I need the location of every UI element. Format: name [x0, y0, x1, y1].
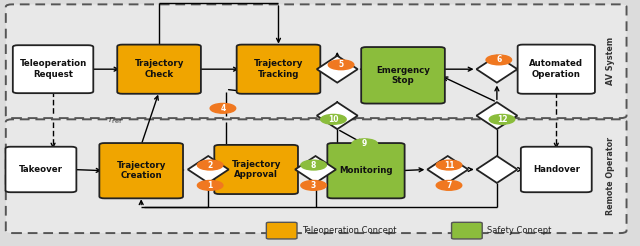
Circle shape	[301, 181, 326, 190]
FancyBboxPatch shape	[117, 45, 201, 94]
Polygon shape	[476, 102, 517, 129]
Text: Monitoring: Monitoring	[339, 166, 393, 175]
FancyBboxPatch shape	[13, 45, 93, 93]
FancyBboxPatch shape	[266, 222, 297, 239]
FancyBboxPatch shape	[327, 143, 404, 198]
Polygon shape	[476, 156, 517, 183]
Circle shape	[489, 114, 515, 124]
Polygon shape	[317, 56, 358, 83]
Text: 3: 3	[311, 181, 316, 190]
Text: Automated
Operation: Automated Operation	[529, 60, 583, 79]
FancyBboxPatch shape	[214, 145, 298, 194]
Text: 12: 12	[497, 115, 508, 124]
FancyBboxPatch shape	[452, 222, 482, 239]
Text: 10: 10	[328, 115, 339, 124]
Text: 2: 2	[207, 161, 212, 169]
Text: Handover: Handover	[532, 165, 580, 174]
Polygon shape	[317, 102, 358, 129]
Circle shape	[301, 160, 326, 170]
Text: 1: 1	[207, 181, 212, 190]
Text: Remote Operator: Remote Operator	[606, 137, 615, 215]
Text: Trajectory
Check: Trajectory Check	[134, 60, 184, 79]
Polygon shape	[295, 156, 336, 183]
Text: Takeover: Takeover	[19, 165, 63, 174]
Circle shape	[210, 103, 236, 113]
Text: Safety Concept: Safety Concept	[487, 226, 552, 235]
Text: 8: 8	[311, 161, 316, 169]
FancyBboxPatch shape	[518, 45, 595, 94]
FancyBboxPatch shape	[237, 45, 320, 94]
Text: Trajectory
Approval: Trajectory Approval	[232, 160, 281, 179]
Text: AV System: AV System	[606, 37, 615, 85]
Text: Teleoperation Concept: Teleoperation Concept	[302, 226, 397, 235]
Circle shape	[197, 181, 223, 190]
FancyBboxPatch shape	[99, 143, 183, 198]
Text: Trajectory
Tracking: Trajectory Tracking	[254, 60, 303, 79]
Polygon shape	[476, 56, 517, 83]
FancyBboxPatch shape	[6, 4, 627, 118]
Text: 9: 9	[362, 139, 367, 148]
Circle shape	[352, 139, 378, 149]
Text: $r_{\rm ref}$: $r_{\rm ref}$	[108, 114, 123, 126]
Polygon shape	[188, 156, 228, 183]
Text: 11: 11	[444, 161, 454, 169]
Circle shape	[321, 114, 346, 124]
Text: Trajectory
Creation: Trajectory Creation	[116, 161, 166, 180]
FancyBboxPatch shape	[6, 119, 627, 233]
Circle shape	[486, 55, 511, 65]
Polygon shape	[428, 156, 468, 183]
Text: 4: 4	[220, 104, 225, 113]
Text: Emergency
Stop: Emergency Stop	[376, 66, 430, 85]
FancyBboxPatch shape	[521, 147, 592, 192]
Text: 5: 5	[339, 60, 344, 69]
Text: 6: 6	[496, 55, 501, 64]
FancyBboxPatch shape	[6, 147, 76, 192]
Circle shape	[197, 160, 223, 170]
Circle shape	[328, 60, 354, 70]
Text: Teleoperation
Request: Teleoperation Request	[19, 60, 86, 79]
Circle shape	[436, 160, 462, 170]
Text: 7: 7	[446, 181, 452, 190]
Circle shape	[436, 181, 462, 190]
FancyBboxPatch shape	[361, 47, 445, 104]
